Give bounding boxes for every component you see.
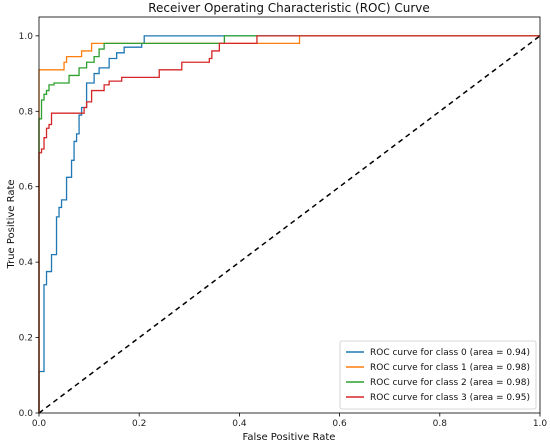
x-tick-label: 0.0 xyxy=(32,419,47,429)
y-tick-label: 0.4 xyxy=(19,258,34,268)
plot-frame xyxy=(38,16,541,414)
x-tick-label: 0.6 xyxy=(332,419,347,429)
x-tick-label: 0.8 xyxy=(433,419,448,429)
legend-label-class-0: ROC curve for class 0 (area = 0.94) xyxy=(370,348,530,358)
roc-curve-class-1 xyxy=(38,35,540,413)
x-axis-label: False Positive Rate xyxy=(243,432,336,443)
diagonal-reference-line xyxy=(38,35,541,414)
roc-curve-class-2 xyxy=(38,35,540,413)
x-tick-label: 1.0 xyxy=(533,419,548,429)
legend-label-class-1: ROC curve for class 1 (area = 0.98) xyxy=(370,363,530,373)
y-tick-label: 0.6 xyxy=(19,183,34,193)
plot-area: 0.0 0.2 0.4 0.6 0.8 1.0 0.0 0.2 0.4 0.6 0.8 1.0 ROC … xyxy=(19,16,548,429)
roc-curve-class-0 xyxy=(38,35,540,413)
y-axis-label: True Positive Rate xyxy=(6,179,17,269)
roc-curve-class-3 xyxy=(38,35,540,413)
y-tick-label: 0.0 xyxy=(19,409,34,419)
x-tick-label: 0.2 xyxy=(132,419,146,429)
chart-title: Receiver Operating Characteristic (ROC) … xyxy=(148,1,430,15)
legend-box xyxy=(339,340,537,410)
y-tick-label: 1.0 xyxy=(19,32,34,42)
legend-label-class-3: ROC curve for class 3 (area = 0.95) xyxy=(370,393,530,403)
x-tick-label: 0.4 xyxy=(232,419,247,429)
y-tick-label: 0.2 xyxy=(19,334,33,344)
legend-label-class-2: ROC curve for class 2 (area = 0.98) xyxy=(370,378,530,388)
y-tick-label: 0.8 xyxy=(19,107,34,117)
